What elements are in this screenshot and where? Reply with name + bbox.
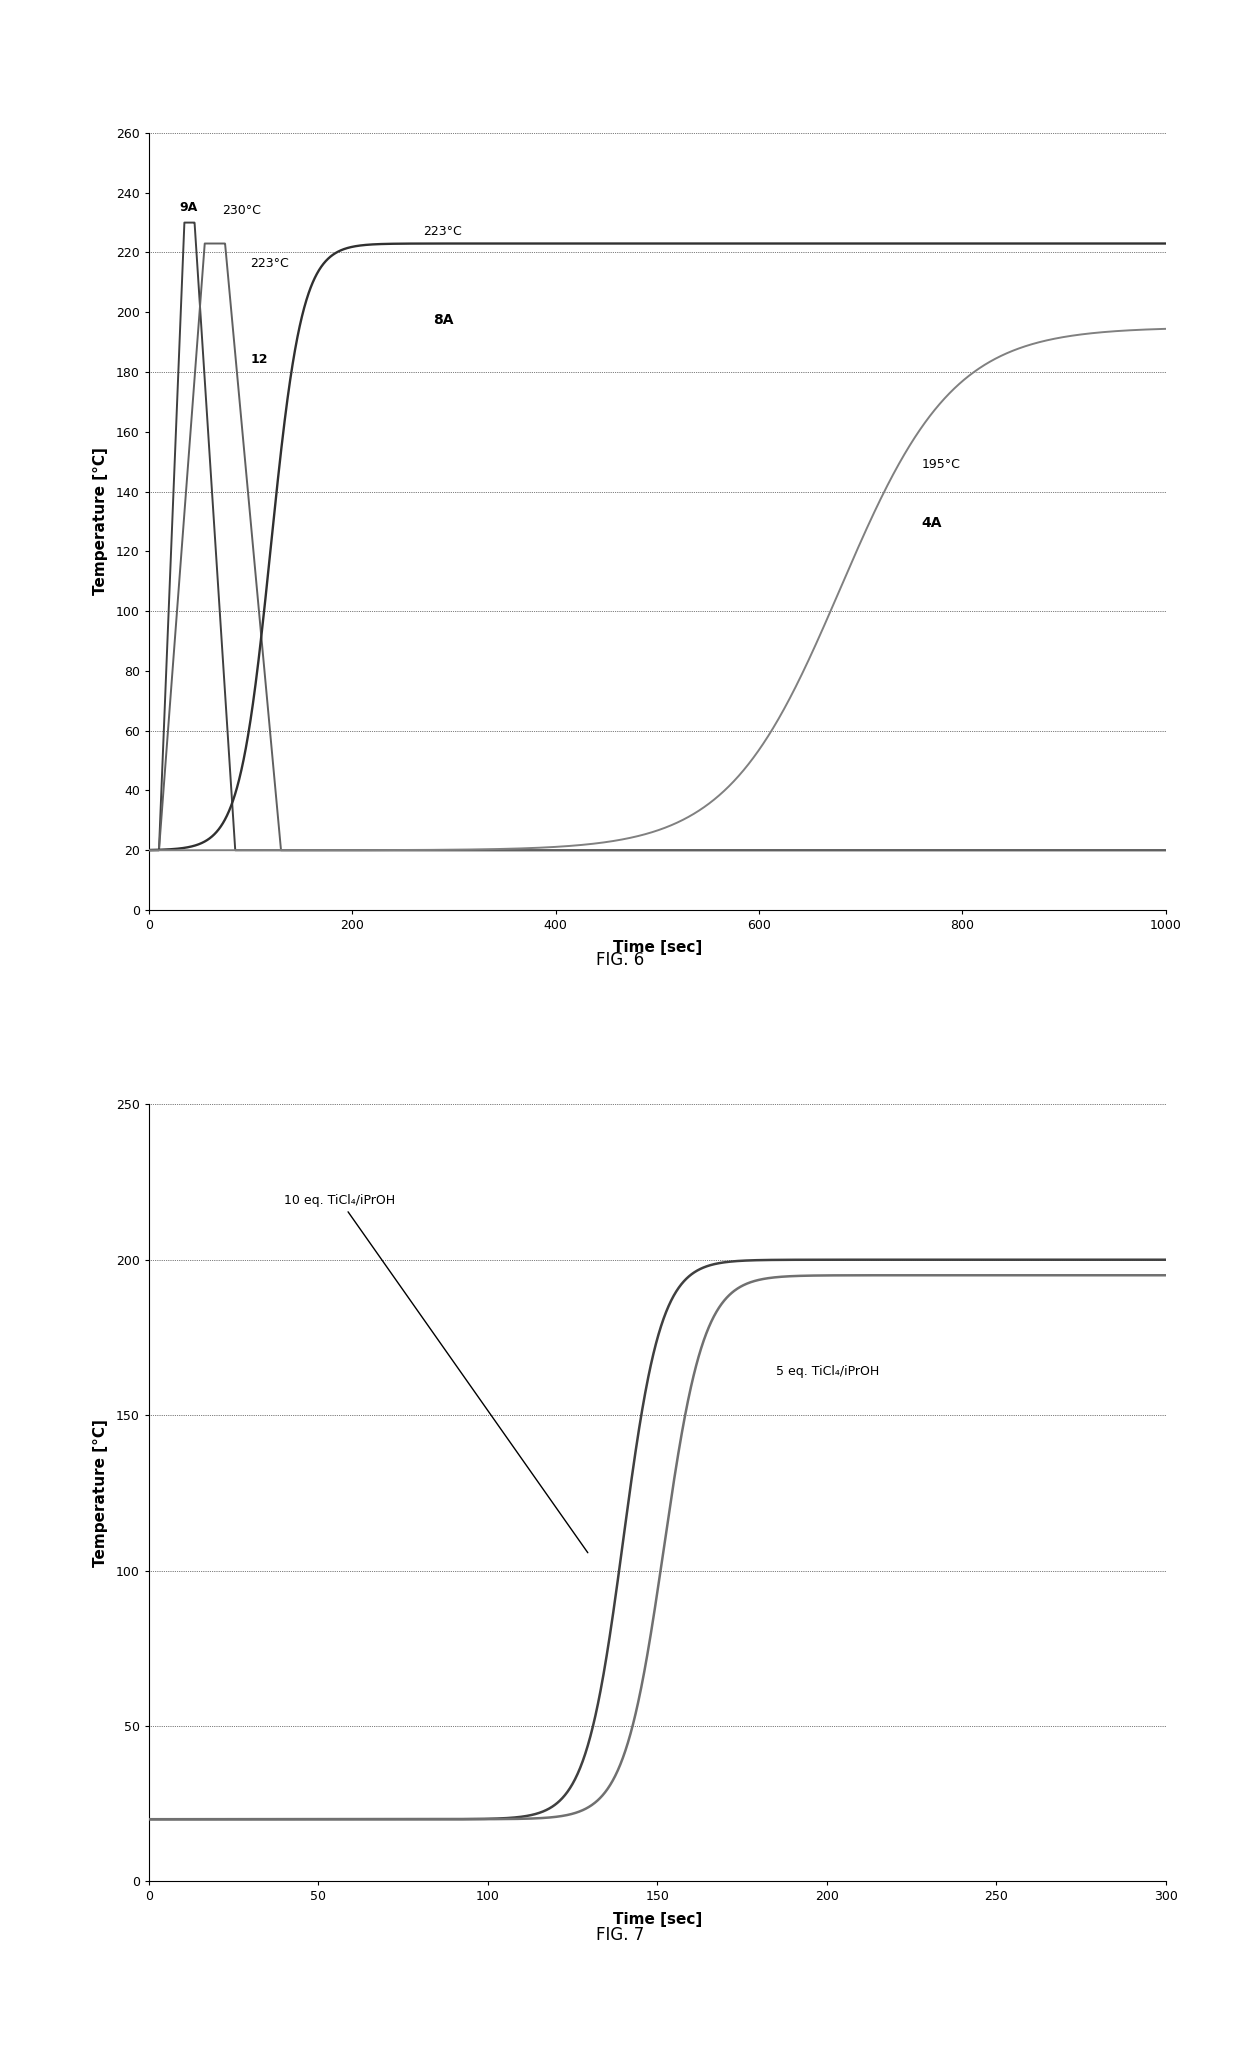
Y-axis label: Temperature [°C]: Temperature [°C]	[93, 448, 108, 595]
Text: 9A: 9A	[180, 200, 197, 213]
Text: 223°C: 223°C	[250, 258, 289, 270]
Text: FIG. 6: FIG. 6	[596, 951, 644, 969]
Text: 223°C: 223°C	[423, 225, 463, 237]
Text: 8A: 8A	[434, 313, 454, 327]
X-axis label: Time [sec]: Time [sec]	[613, 941, 702, 955]
Text: FIG. 7: FIG. 7	[596, 1926, 644, 1945]
X-axis label: Time [sec]: Time [sec]	[613, 1912, 702, 1926]
Text: 10 eq. TiCl₄/iPrOH: 10 eq. TiCl₄/iPrOH	[284, 1194, 588, 1552]
Y-axis label: Temperature [°C]: Temperature [°C]	[93, 1419, 108, 1566]
Text: 5 eq. TiCl₄/iPrOH: 5 eq. TiCl₄/iPrOH	[776, 1364, 879, 1378]
Text: 195°C: 195°C	[921, 458, 961, 470]
Text: 230°C: 230°C	[222, 204, 260, 217]
Text: 4A: 4A	[921, 517, 942, 530]
Text: 12: 12	[250, 354, 268, 366]
